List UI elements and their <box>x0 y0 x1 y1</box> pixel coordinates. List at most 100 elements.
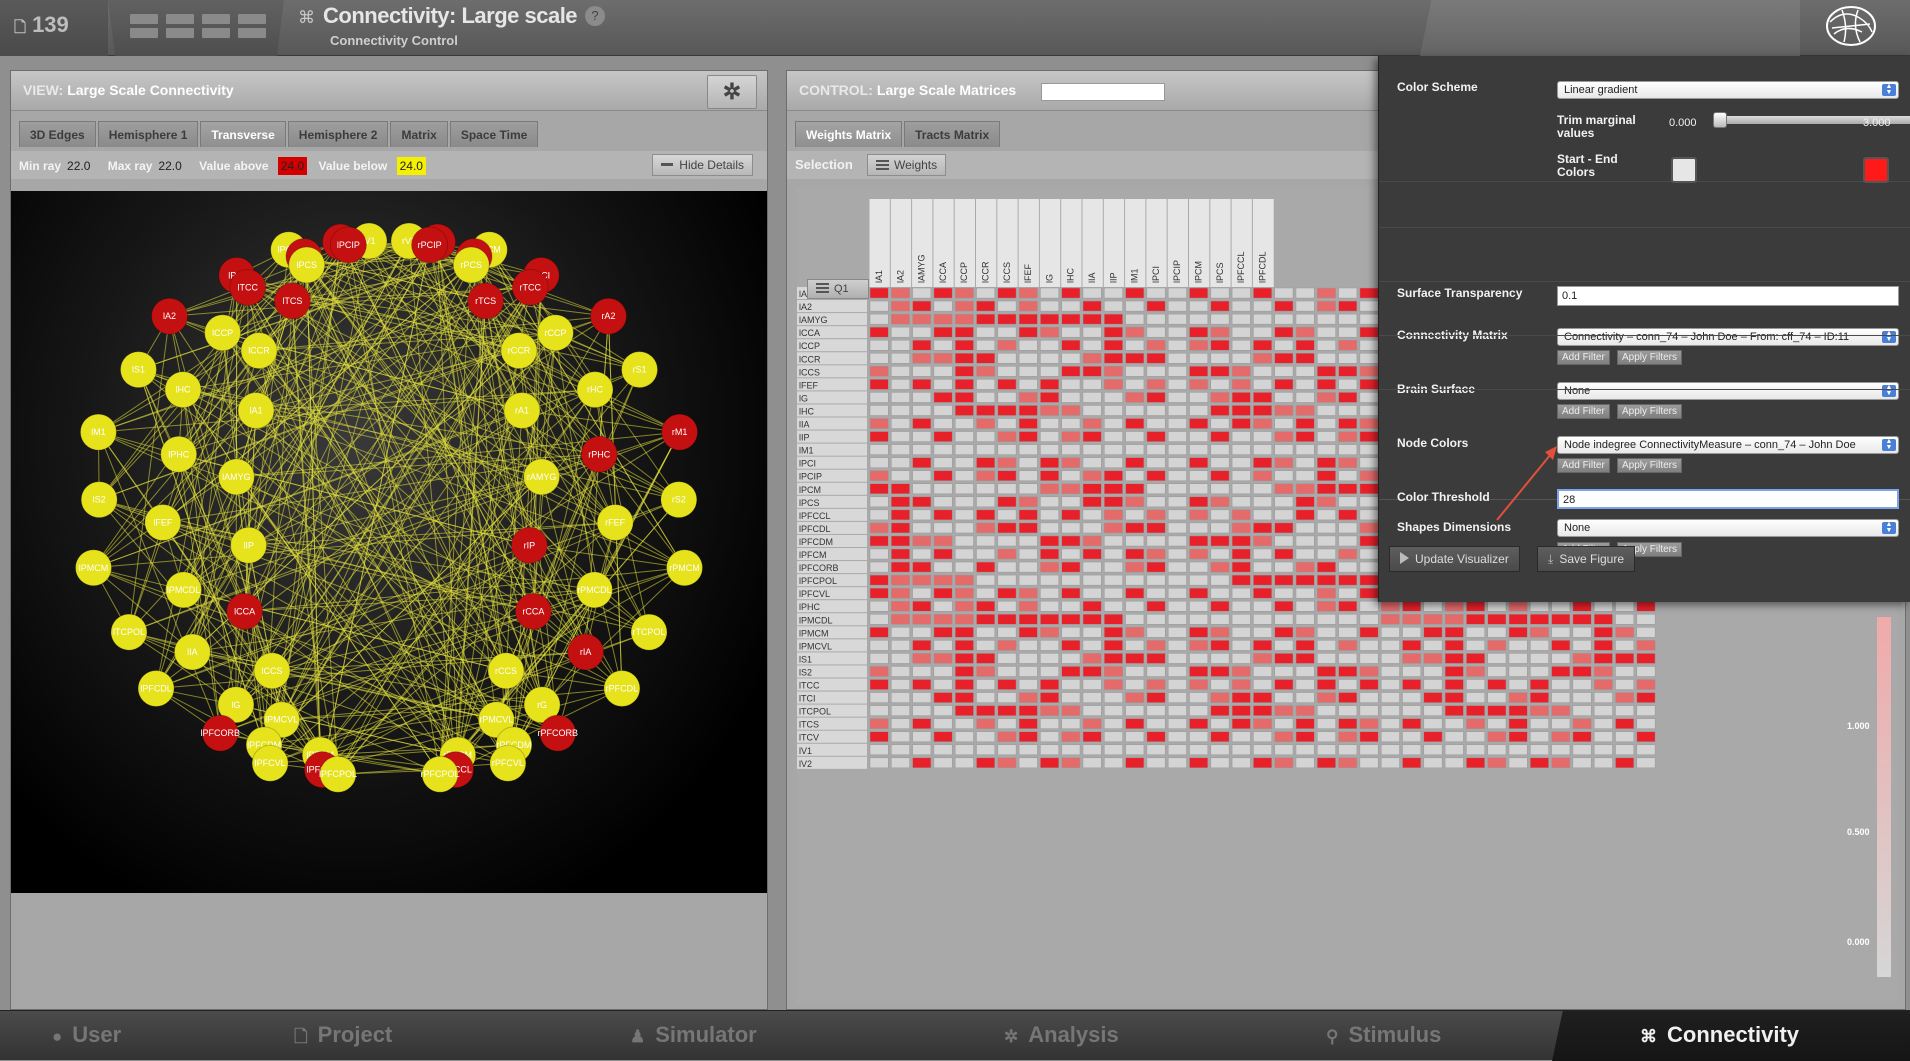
tab-weights-matrix[interactable]: Weights Matrix <box>795 121 902 147</box>
matrix-cell[interactable] <box>1126 340 1144 350</box>
matrix-cell[interactable] <box>1275 627 1293 637</box>
matrix-cell[interactable] <box>870 758 888 768</box>
top-right-tab[interactable] <box>1420 0 1800 56</box>
matrix-cell[interactable] <box>1126 471 1144 481</box>
matrix-cell[interactable] <box>891 392 909 402</box>
matrix-cell[interactable] <box>955 301 973 311</box>
matrix-cell[interactable] <box>1253 719 1271 729</box>
matrix-cell[interactable] <box>891 666 909 676</box>
matrix-cell[interactable] <box>891 314 909 324</box>
tab-matrix[interactable]: Matrix <box>390 121 447 147</box>
matrix-cell[interactable] <box>1168 497 1186 507</box>
matrix-cell[interactable] <box>1190 758 1208 768</box>
matrix-cell[interactable] <box>977 601 995 611</box>
matrix-cell[interactable] <box>1317 497 1335 507</box>
matrix-cell[interactable] <box>1211 523 1229 533</box>
matrix-cell[interactable] <box>1275 601 1293 611</box>
matrix-cell[interactable] <box>1062 484 1080 494</box>
matrix-cell[interactable] <box>1488 758 1506 768</box>
matrix-cell[interactable] <box>1104 680 1122 690</box>
matrix-cell[interactable] <box>1445 719 1463 729</box>
matrix-cell[interactable] <box>1019 445 1037 455</box>
brain-node[interactable]: rIA <box>568 634 604 670</box>
matrix-cell[interactable] <box>1360 366 1378 376</box>
matrix-cell[interactable] <box>891 693 909 703</box>
matrix-cell[interactable] <box>1275 432 1293 442</box>
matrix-cell[interactable] <box>1573 640 1591 650</box>
matrix-cell[interactable] <box>1019 484 1037 494</box>
matrix-cell[interactable] <box>955 366 973 376</box>
matrix-cell[interactable] <box>977 432 995 442</box>
matrix-cell[interactable] <box>1296 419 1314 429</box>
matrix-cell[interactable] <box>1232 379 1250 389</box>
matrix-cell[interactable] <box>1126 353 1144 363</box>
matrix-cell[interactable] <box>1019 392 1037 402</box>
matrix-cell[interactable] <box>1126 680 1144 690</box>
matrix-cell[interactable] <box>913 288 931 298</box>
matrix-cell[interactable] <box>1381 758 1399 768</box>
matrix-cell[interactable] <box>1360 601 1378 611</box>
matrix-cell[interactable] <box>1211 340 1229 350</box>
matrix-cell[interactable] <box>1616 732 1634 742</box>
matrix-cell[interactable] <box>934 510 952 520</box>
connectivity-3d-canvas[interactable]: lV1rV1lV2rV2lPCIPrPCIPlPCMrPCMlTCVrTCVlP… <box>11 191 767 893</box>
matrix-cell[interactable] <box>870 288 888 298</box>
gear-icon[interactable]: ✲ <box>707 75 757 109</box>
matrix-cell[interactable] <box>998 732 1016 742</box>
value-below-chip[interactable]: 24.0 <box>397 157 426 175</box>
matrix-cell[interactable] <box>1360 640 1378 650</box>
matrix-cell[interactable] <box>1616 706 1634 716</box>
matrix-cell[interactable] <box>1232 614 1250 624</box>
matrix-cell[interactable] <box>1232 666 1250 676</box>
matrix-cell[interactable] <box>934 353 952 363</box>
matrix-cell[interactable] <box>1147 758 1165 768</box>
brain-node[interactable]: lS1 <box>120 352 156 388</box>
matrix-cell[interactable] <box>1168 288 1186 298</box>
matrix-cell[interactable] <box>891 523 909 533</box>
tab-tracts-matrix[interactable]: Tracts Matrix <box>904 121 1000 147</box>
matrix-cell[interactable] <box>1637 614 1655 624</box>
matrix-cell[interactable] <box>1126 445 1144 455</box>
matrix-cell[interactable] <box>1445 627 1463 637</box>
matrix-cell[interactable] <box>870 458 888 468</box>
matrix-cell[interactable] <box>1253 706 1271 716</box>
matrix-cell[interactable] <box>1211 640 1229 650</box>
matrix-cell[interactable] <box>1253 340 1271 350</box>
matrix-cell[interactable] <box>955 510 973 520</box>
matrix-cell[interactable] <box>1360 327 1378 337</box>
matrix-cell[interactable] <box>955 314 973 324</box>
matrix-cell[interactable] <box>934 693 952 703</box>
matrix-cell[interactable] <box>1083 627 1101 637</box>
matrix-cell[interactable] <box>1040 653 1058 663</box>
matrix-cell[interactable] <box>1190 745 1208 755</box>
matrix-cell[interactable] <box>1083 314 1101 324</box>
matrix-cell[interactable] <box>1275 523 1293 533</box>
matrix-cell[interactable] <box>1062 366 1080 376</box>
matrix-cell[interactable] <box>1168 458 1186 468</box>
matrix-cell[interactable] <box>1466 614 1484 624</box>
matrix-cell[interactable] <box>1317 536 1335 546</box>
matrix-cell[interactable] <box>1211 693 1229 703</box>
tab-hemisphere-1[interactable]: Hemisphere 1 <box>98 121 199 147</box>
matrix-cell[interactable] <box>1296 614 1314 624</box>
matrix-cell[interactable] <box>1424 653 1442 663</box>
matrix-cell[interactable] <box>977 458 995 468</box>
matrix-cell[interactable] <box>955 706 973 716</box>
matrix-cell[interactable] <box>1466 732 1484 742</box>
matrix-cell[interactable] <box>1339 484 1357 494</box>
matrix-cell[interactable] <box>1147 327 1165 337</box>
matrix-cell[interactable] <box>955 601 973 611</box>
matrix-cell[interactable] <box>1296 588 1314 598</box>
matrix-cell[interactable] <box>1403 627 1421 637</box>
matrix-cell[interactable] <box>1275 758 1293 768</box>
matrix-cell[interactable] <box>934 588 952 598</box>
matrix-cell[interactable] <box>1253 327 1271 337</box>
matrix-cell[interactable] <box>998 458 1016 468</box>
matrix-cell[interactable] <box>913 445 931 455</box>
matrix-cell[interactable] <box>1232 536 1250 546</box>
matrix-cell[interactable] <box>1616 627 1634 637</box>
matrix-cell[interactable] <box>934 666 952 676</box>
matrix-cell[interactable] <box>1062 353 1080 363</box>
matrix-cell[interactable] <box>1360 758 1378 768</box>
matrix-cell[interactable] <box>1360 432 1378 442</box>
